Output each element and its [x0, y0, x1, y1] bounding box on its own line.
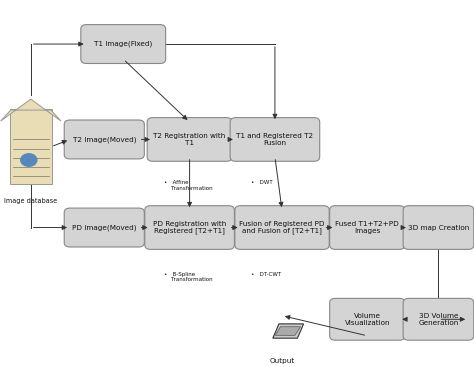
Text: Output: Output [269, 358, 295, 364]
FancyBboxPatch shape [9, 109, 52, 184]
Polygon shape [273, 324, 303, 338]
FancyBboxPatch shape [230, 117, 319, 161]
Polygon shape [275, 327, 301, 335]
Circle shape [21, 154, 37, 166]
FancyBboxPatch shape [403, 206, 474, 250]
Text: 3D map Creation: 3D map Creation [408, 225, 469, 230]
Text: Fused T1+T2+PD
Images: Fused T1+T2+PD Images [336, 221, 399, 234]
Text: T1 and Registered T2
Fusion: T1 and Registered T2 Fusion [237, 133, 313, 146]
Text: •   DWT: • DWT [251, 180, 273, 185]
Text: Fusion of Registered PD
and Fusion of [T2+T1]: Fusion of Registered PD and Fusion of [T… [239, 221, 325, 235]
Text: •   B-Spline
    Transformation: • B-Spline Transformation [164, 272, 212, 282]
FancyBboxPatch shape [330, 206, 405, 250]
Text: •   Affine
    Transformation: • Affine Transformation [164, 180, 212, 190]
Text: Image database: Image database [4, 198, 57, 204]
FancyBboxPatch shape [147, 117, 232, 161]
Text: T1 Image(Fixed): T1 Image(Fixed) [94, 41, 152, 47]
Text: T2 Registration with
T1: T2 Registration with T1 [154, 133, 226, 146]
FancyBboxPatch shape [330, 298, 405, 340]
FancyBboxPatch shape [403, 298, 474, 340]
Text: PD Image(Moved): PD Image(Moved) [72, 224, 137, 231]
Text: Volume
Visualization: Volume Visualization [345, 313, 390, 326]
FancyBboxPatch shape [235, 206, 329, 250]
Text: •   DT-CWT: • DT-CWT [251, 272, 282, 277]
FancyBboxPatch shape [64, 120, 144, 159]
FancyBboxPatch shape [81, 25, 165, 63]
FancyBboxPatch shape [145, 206, 234, 250]
Text: PD Registration with
Registered [T2+T1]: PD Registration with Registered [T2+T1] [153, 221, 226, 235]
Text: 3D Volume
Generation: 3D Volume Generation [419, 313, 458, 326]
FancyBboxPatch shape [64, 208, 144, 247]
Polygon shape [0, 99, 61, 121]
Text: T2 Image(Moved): T2 Image(Moved) [73, 136, 136, 143]
